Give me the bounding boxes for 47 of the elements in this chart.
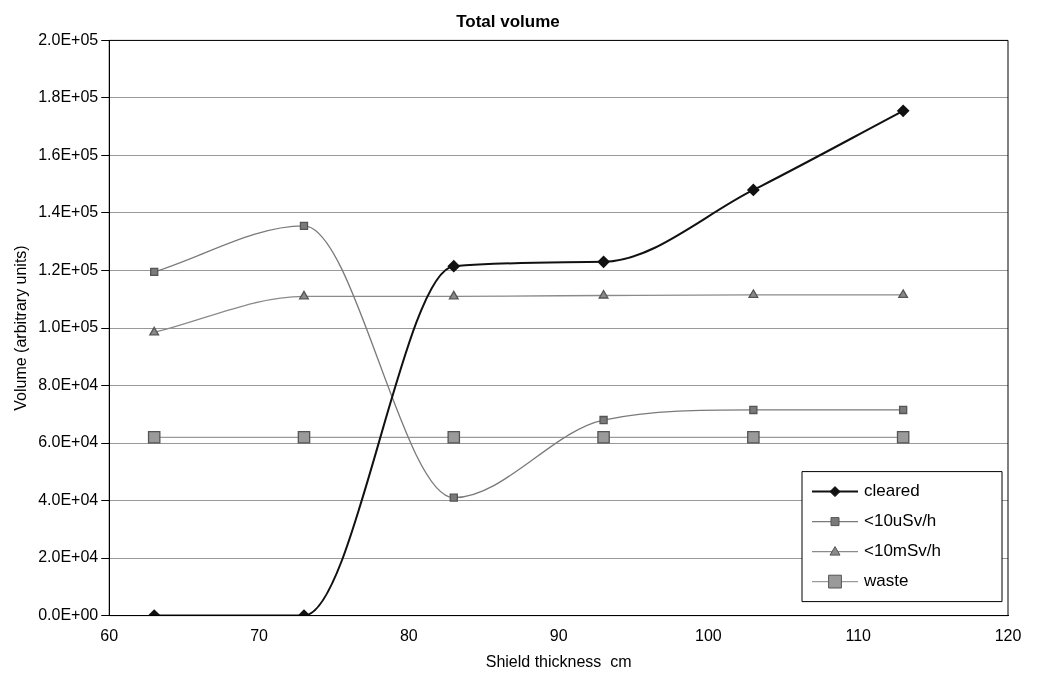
point — [447, 260, 460, 273]
x-tick-label: 120 — [994, 626, 1022, 644]
point — [749, 405, 758, 415]
point — [747, 183, 760, 196]
point — [150, 267, 159, 277]
point — [299, 290, 309, 300]
y-tick-label: 8.0E+04 — [38, 375, 99, 393]
point — [299, 221, 309, 231]
legend-label: cleared — [864, 481, 920, 501]
y-tick-label: 1.8E+05 — [38, 88, 99, 106]
y-axis-title: Volume (arbitrary units) — [12, 245, 30, 411]
point — [747, 430, 760, 444]
point — [896, 430, 910, 444]
y-tick-label: 6.0E+04 — [38, 433, 99, 451]
y-tick-label: 1.2E+05 — [38, 260, 99, 278]
x-tick-label: 90 — [549, 626, 568, 644]
point — [447, 430, 461, 444]
x-tick-label: 100 — [695, 626, 722, 644]
point — [898, 289, 909, 299]
point — [597, 430, 610, 444]
x-tick-label: 110 — [845, 626, 872, 644]
point — [297, 430, 311, 444]
point — [597, 255, 610, 268]
point — [897, 104, 910, 117]
y-tick-label: 1.6E+05 — [38, 145, 99, 163]
x-axis-title: Shield thickness cm — [485, 652, 632, 670]
y-tick-label: 1.4E+05 — [38, 203, 99, 221]
point — [598, 289, 609, 299]
x-tick-label: 80 — [399, 626, 418, 644]
point — [149, 326, 160, 336]
y-tick-label: 0.0E+00 — [38, 606, 99, 624]
point — [748, 289, 759, 299]
y-tick-label: 2.0E+05 — [38, 30, 99, 48]
point — [448, 290, 459, 300]
y-tick-label: 4.0E+04 — [38, 490, 99, 508]
legend-label: waste — [863, 571, 909, 591]
x-tick-label: 70 — [250, 626, 269, 644]
legend-label: <10uSv/h — [864, 511, 937, 531]
legend-label: <10mSv/h — [864, 541, 942, 561]
point — [898, 405, 908, 415]
point — [449, 493, 458, 502]
y-tick-label: 2.0E+04 — [38, 548, 99, 566]
y-tick-label: 1.0E+05 — [38, 318, 99, 336]
chart-title: Total volume — [456, 11, 560, 31]
point — [147, 430, 161, 444]
point — [599, 415, 608, 425]
x-tick-label: 60 — [100, 626, 119, 644]
